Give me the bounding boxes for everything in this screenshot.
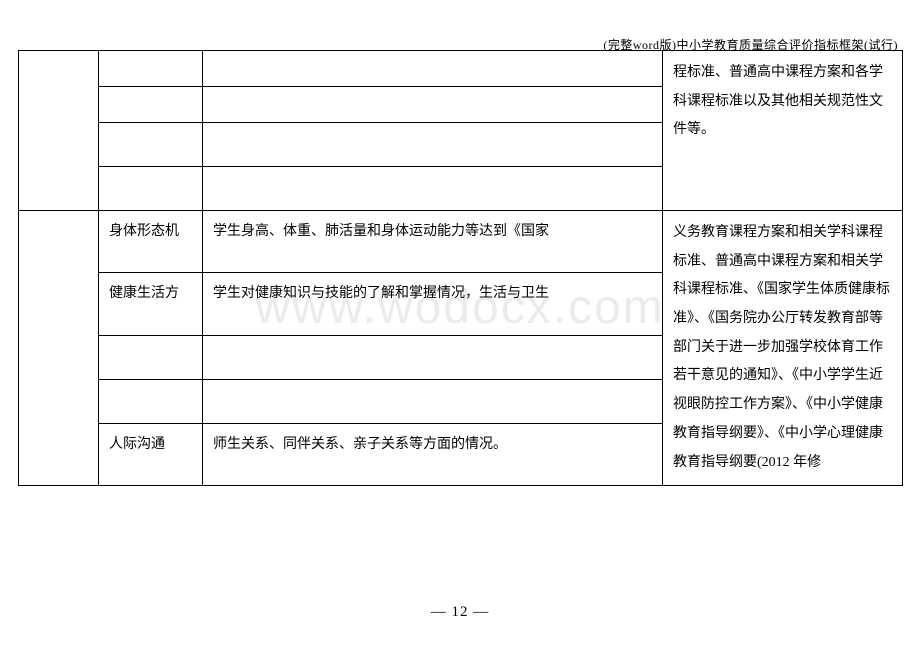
cell-blank — [19, 51, 99, 211]
cell-blank — [203, 123, 663, 167]
cell-blank — [99, 335, 203, 379]
table-row: 程标准、普通高中课程方案和各学科课程标准以及其他相关规范性文件等。 — [19, 51, 903, 87]
cell-indicator-health: 健康生活方 — [99, 273, 203, 335]
cell-blank — [99, 51, 203, 87]
cell-standards-ref-1: 程标准、普通高中课程方案和各学科课程标准以及其他相关规范性文件等。 — [663, 51, 903, 211]
page-number: — 12 — — [0, 604, 920, 621]
evaluation-table: 程标准、普通高中课程方案和各学科课程标准以及其他相关规范性文件等。 身体形态机 … — [18, 50, 903, 486]
cell-blank — [203, 335, 663, 379]
cell-indicator-social: 人际沟通 — [99, 423, 203, 485]
cell-blank — [99, 87, 203, 123]
cell-standards-ref-2: 义务教育课程方案和相关学科课程标准、普通高中课程方案和相关学科课程标准、《国家学… — [663, 211, 903, 486]
cell-blank — [99, 123, 203, 167]
cell-blank — [203, 167, 663, 211]
cell-indicator-body: 身体形态机 — [99, 211, 203, 273]
cell-category-blank — [19, 211, 99, 486]
cell-desc-body: 学生身高、体重、肺活量和身体运动能力等达到《国家 — [203, 211, 663, 273]
main-table-container: 程标准、普通高中课程方案和各学科课程标准以及其他相关规范性文件等。 身体形态机 … — [18, 50, 902, 486]
cell-blank — [203, 51, 663, 87]
cell-blank — [99, 379, 203, 423]
cell-blank — [99, 167, 203, 211]
cell-desc-social: 师生关系、同伴关系、亲子关系等方面的情况。 — [203, 423, 663, 485]
table-row: 身体形态机 学生身高、体重、肺活量和身体运动能力等达到《国家 义务教育课程方案和… — [19, 211, 903, 273]
cell-blank — [203, 379, 663, 423]
cell-blank — [203, 87, 663, 123]
cell-desc-health: 学生对健康知识与技能的了解和掌握情况，生活与卫生 — [203, 273, 663, 335]
